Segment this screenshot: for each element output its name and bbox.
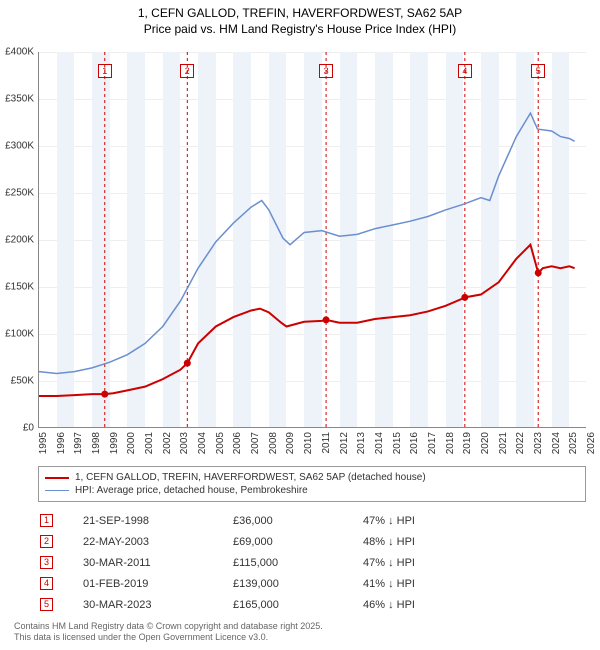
x-tick-label: 1997: [73, 432, 84, 454]
x-tick-label: 2015: [392, 432, 403, 454]
row-price: £69,000: [233, 536, 363, 548]
legend-row: HPI: Average price, detached house, Pemb…: [45, 484, 579, 497]
line-series-svg: [39, 52, 586, 427]
y-tick-label: £250K: [0, 188, 38, 199]
x-tick-label: 2020: [480, 432, 491, 454]
x-tick-label: 2003: [179, 432, 190, 454]
sale-point: [184, 360, 191, 367]
row-pct: 41% ↓ HPI: [363, 578, 483, 590]
x-tick-label: 2000: [126, 432, 137, 454]
y-tick-label: £400K: [0, 47, 38, 58]
x-tick-label: 2008: [268, 432, 279, 454]
legend-label: 1, CEFN GALLOD, TREFIN, HAVERFORDWEST, S…: [75, 472, 426, 483]
chart-subtitle: Price paid vs. HM Land Registry's House …: [0, 22, 600, 42]
footer-line-1: Contains HM Land Registry data © Crown c…: [14, 621, 323, 633]
x-tick-label: 2018: [445, 432, 456, 454]
x-tick-label: 2004: [197, 432, 208, 454]
row-pct: 46% ↓ HPI: [363, 599, 483, 611]
row-pct: 48% ↓ HPI: [363, 536, 483, 548]
row-price: £115,000: [233, 557, 363, 569]
x-tick-label: 2002: [162, 432, 173, 454]
row-marker-icon: 3: [40, 556, 53, 569]
table-row: 1 21-SEP-1998£36,00047% ↓ HPI: [38, 510, 586, 531]
legend-row: 1, CEFN GALLOD, TREFIN, HAVERFORDWEST, S…: [45, 471, 579, 484]
x-tick-label: 2016: [409, 432, 420, 454]
y-tick-label: £100K: [0, 329, 38, 340]
x-tick-label: 2011: [321, 432, 332, 454]
row-marker-icon: 5: [40, 598, 53, 611]
sales-table: 121-SEP-1998£36,00047% ↓ HPI222-MAY-2003…: [38, 510, 586, 615]
x-tick-label: 2025: [568, 432, 579, 454]
legend-label: HPI: Average price, detached house, Pemb…: [75, 485, 308, 496]
y-tick-label: £200K: [0, 235, 38, 246]
sale-point: [535, 269, 542, 276]
sale-point: [323, 316, 330, 323]
footer-line-2: This data is licensed under the Open Gov…: [14, 632, 323, 644]
row-date: 22-MAY-2003: [83, 536, 233, 548]
row-marker-icon: 2: [40, 535, 53, 548]
y-tick-label: £150K: [0, 282, 38, 293]
series-line: [39, 113, 575, 373]
row-date: 30-MAR-2023: [83, 599, 233, 611]
legend: 1, CEFN GALLOD, TREFIN, HAVERFORDWEST, S…: [38, 466, 586, 502]
y-tick-label: £300K: [0, 141, 38, 152]
table-row: 5 30-MAR-2023£165,00046% ↓ HPI: [38, 594, 586, 615]
legend-swatch: [45, 490, 69, 491]
sale-point: [101, 391, 108, 398]
x-tick-label: 2021: [498, 432, 509, 454]
x-tick-label: 1996: [56, 432, 67, 454]
x-tick-label: 1995: [38, 432, 49, 454]
x-tick-label: 2007: [250, 432, 261, 454]
row-price: £139,000: [233, 578, 363, 590]
x-tick-label: 2012: [339, 432, 350, 454]
x-tick-label: 2001: [144, 432, 155, 454]
row-marker-icon: 1: [40, 514, 53, 527]
row-pct: 47% ↓ HPI: [363, 557, 483, 569]
row-marker-icon: 4: [40, 577, 53, 590]
row-price: £165,000: [233, 599, 363, 611]
x-tick-label: 2006: [232, 432, 243, 454]
x-tick-label: 2009: [285, 432, 296, 454]
chart-title: 1, CEFN GALLOD, TREFIN, HAVERFORDWEST, S…: [0, 0, 600, 22]
x-tick-label: 2017: [427, 432, 438, 454]
y-tick-label: £50K: [0, 376, 38, 387]
footer-attribution: Contains HM Land Registry data © Crown c…: [14, 621, 323, 644]
y-tick-label: £350K: [0, 94, 38, 105]
table-row: 4 01-FEB-2019£139,00041% ↓ HPI: [38, 573, 586, 594]
x-tick-label: 1998: [91, 432, 102, 454]
series-line: [39, 245, 575, 396]
x-tick-label: 2023: [533, 432, 544, 454]
row-date: 21-SEP-1998: [83, 515, 233, 527]
x-tick-label: 2010: [303, 432, 314, 454]
table-row: 2 22-MAY-2003£69,00048% ↓ HPI: [38, 531, 586, 552]
row-pct: 47% ↓ HPI: [363, 515, 483, 527]
row-date: 01-FEB-2019: [83, 578, 233, 590]
sale-point: [461, 294, 468, 301]
legend-swatch: [45, 477, 69, 479]
x-tick-label: 2013: [356, 432, 367, 454]
x-tick-label: 2005: [215, 432, 226, 454]
plot-area: 12345: [38, 52, 586, 428]
x-tick-label: 1999: [109, 432, 120, 454]
x-tick-label: 2014: [374, 432, 385, 454]
x-tick-label: 2024: [551, 432, 562, 454]
x-tick-label: 2026: [586, 432, 597, 454]
row-date: 30-MAR-2011: [83, 557, 233, 569]
chart-container: 1, CEFN GALLOD, TREFIN, HAVERFORDWEST, S…: [0, 0, 600, 650]
table-row: 3 30-MAR-2011£115,00047% ↓ HPI: [38, 552, 586, 573]
x-tick-label: 2019: [462, 432, 473, 454]
y-tick-label: £0: [0, 423, 38, 434]
row-price: £36,000: [233, 515, 363, 527]
x-tick-label: 2022: [515, 432, 526, 454]
